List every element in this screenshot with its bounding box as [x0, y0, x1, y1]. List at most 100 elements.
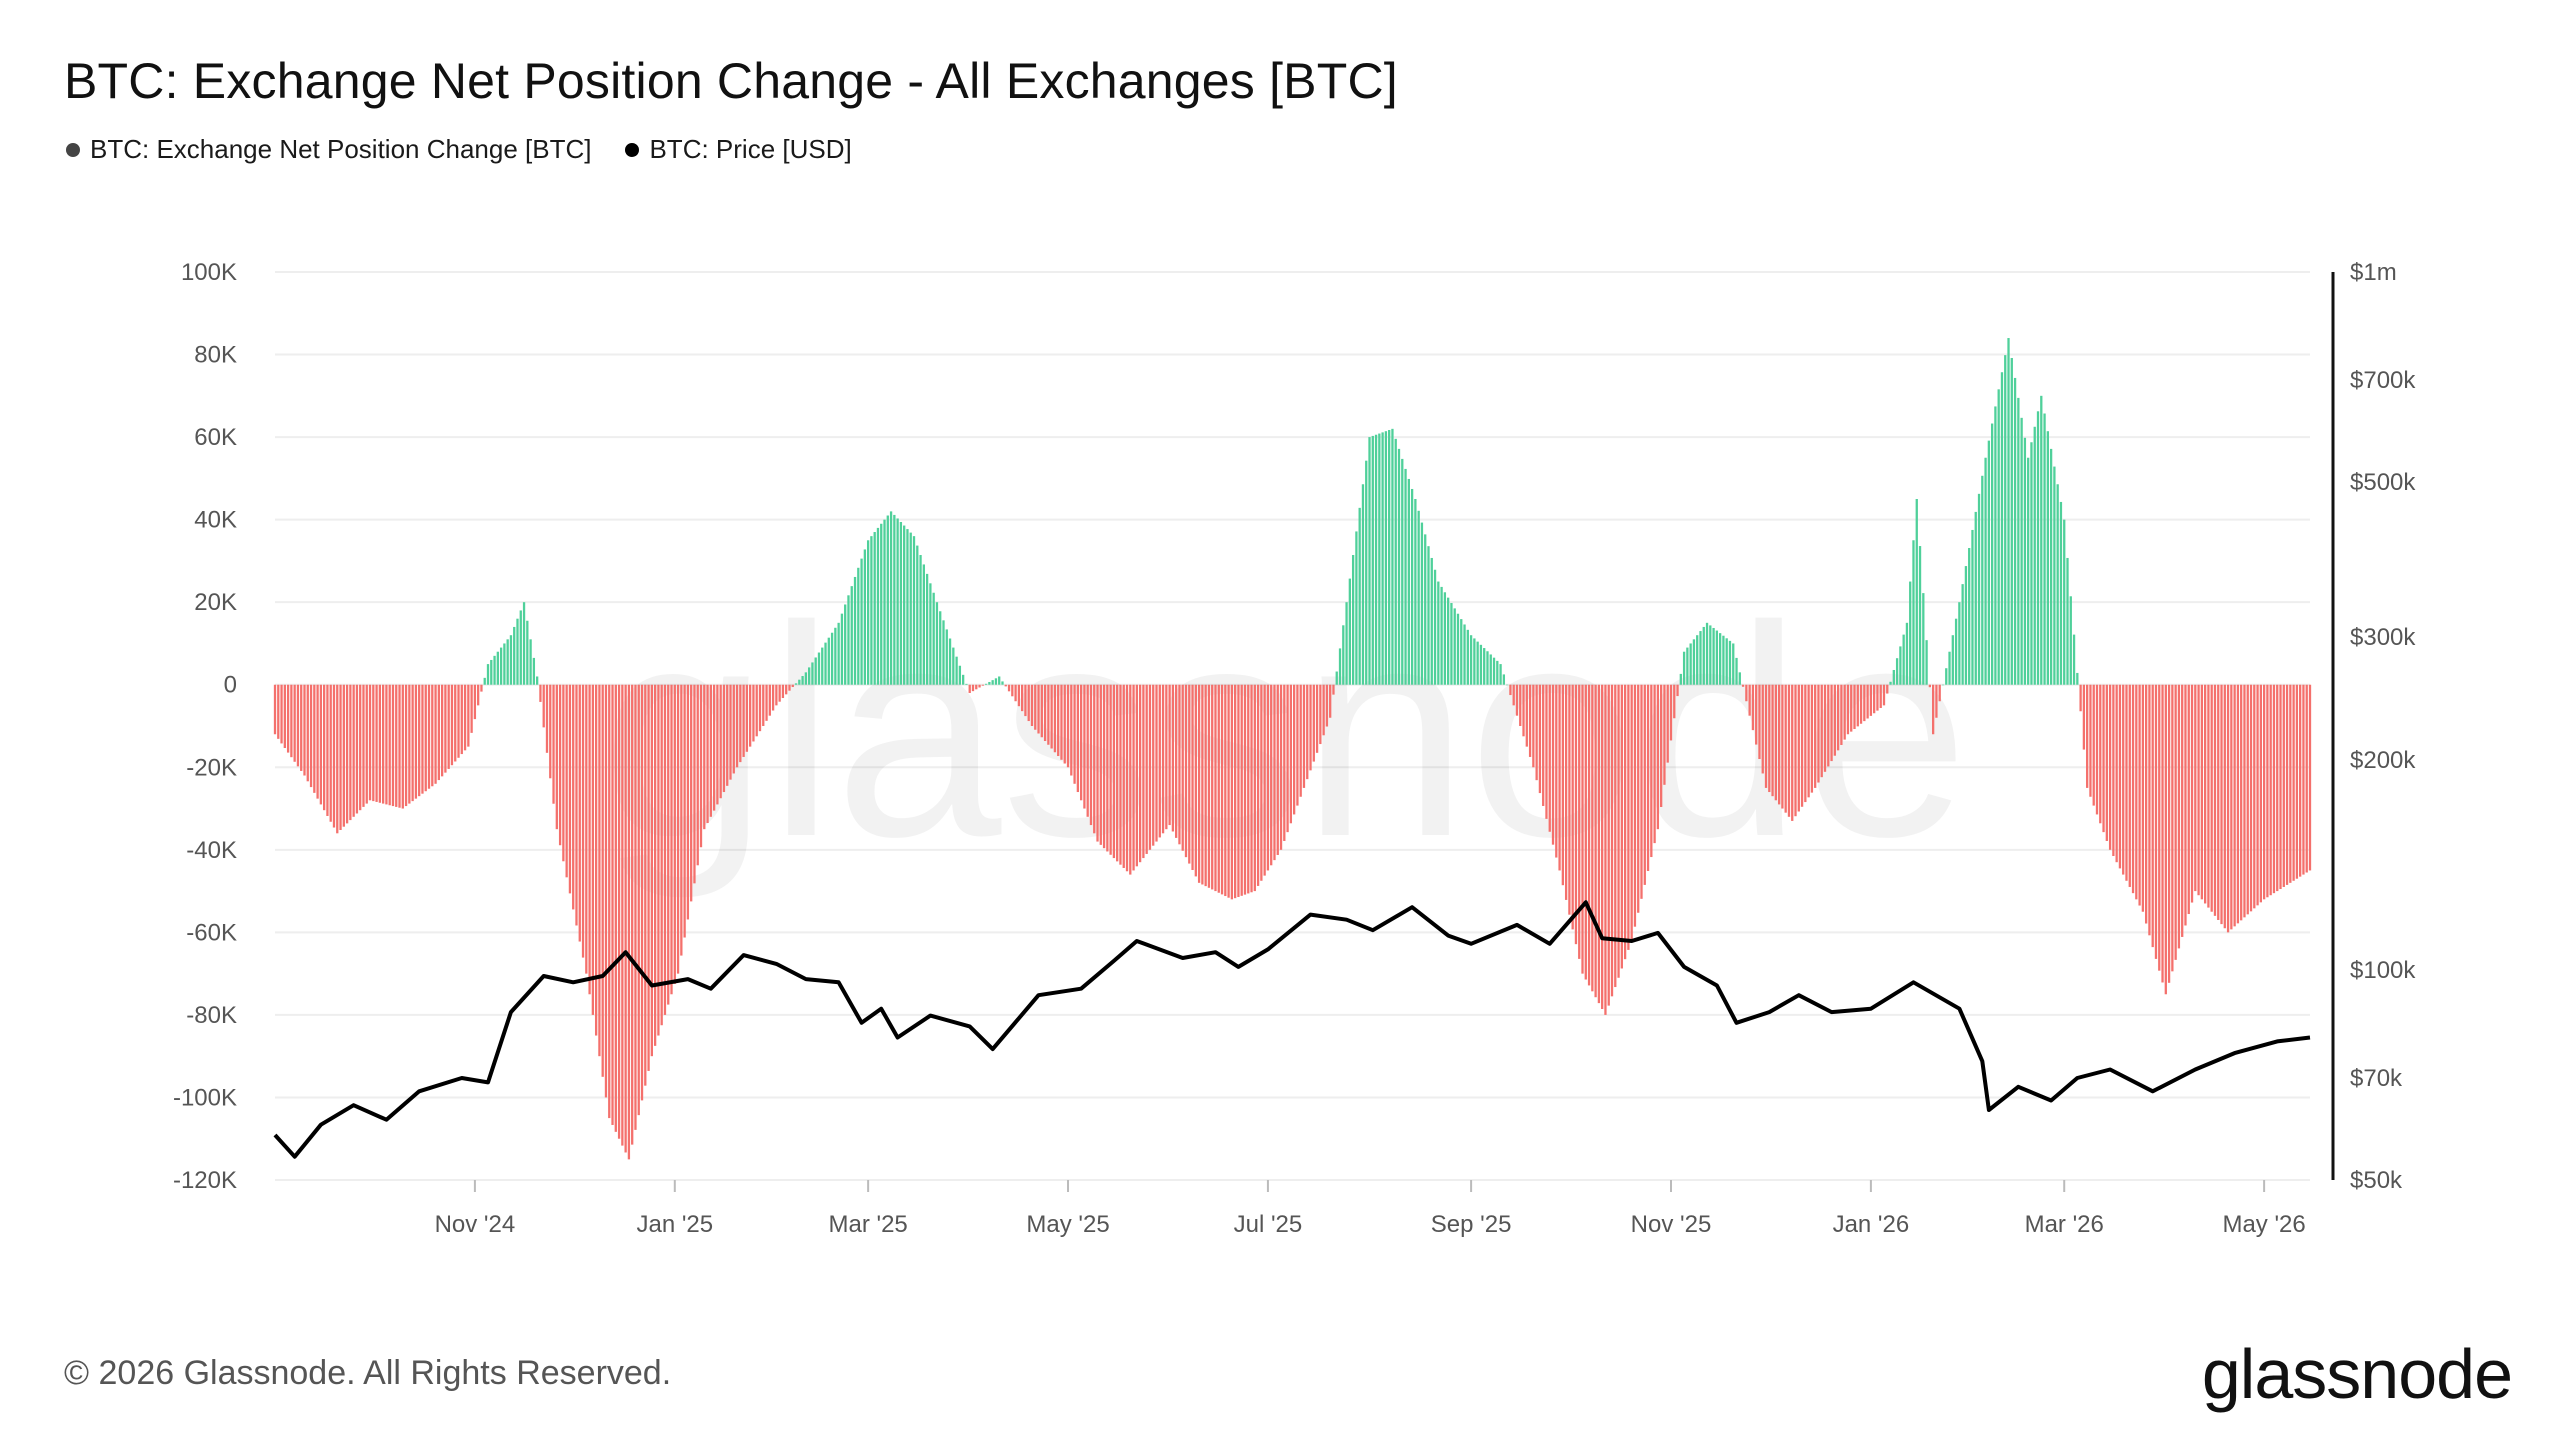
net-position-bar [863, 549, 867, 685]
net-position-bar [545, 684, 549, 753]
net-position-bar [1650, 684, 1653, 858]
net-position-bar [1338, 648, 1342, 685]
net-position-bar [1217, 684, 1220, 893]
net-position-bar [1607, 684, 1610, 1006]
net-position-bar [988, 681, 991, 685]
net-position-bar [1086, 684, 1089, 817]
net-position-bar [1456, 613, 1460, 685]
net-position-bar [1420, 522, 1424, 685]
axes: 100K 80K 60K 40K 20K 0 -20K -40K -60K -80K -100K -1… [173, 259, 2416, 1238]
net-position-bar [824, 642, 827, 685]
net-position-bar [1538, 684, 1542, 794]
net-position-bar [1676, 684, 1679, 697]
net-position-bar [1787, 684, 1791, 817]
net-position-bar [509, 635, 513, 685]
net-position-bar [1656, 684, 1660, 830]
chart-legend: BTC: Exchange Net Position Change [BTC] … [66, 134, 852, 165]
net-position-bar [1892, 669, 1895, 685]
net-position-bar [1915, 499, 1918, 685]
net-position-bar [1932, 684, 1935, 735]
net-position-bar [1276, 684, 1279, 855]
net-position-bar [1122, 684, 1125, 868]
net-position-bar [558, 684, 562, 846]
net-position-bar [1243, 684, 1247, 895]
net-position-bar [1309, 684, 1312, 771]
net-position-bar [306, 684, 309, 782]
y-right-tick-label: $300k [2350, 624, 2416, 651]
net-position-bar [1542, 684, 1545, 806]
net-position-bar [919, 555, 922, 685]
net-position-bar [1473, 638, 1476, 685]
net-position-bar [2069, 596, 2072, 685]
y-right-tick-label: $1m [2350, 259, 2397, 286]
net-position-bar [572, 684, 575, 910]
net-position-bar [758, 684, 762, 732]
net-position-bar [2171, 684, 2174, 972]
net-position-bar [1099, 684, 1102, 845]
net-position-bar [1597, 684, 1601, 1004]
net-position-bar [2099, 684, 2102, 824]
net-position-bar [1450, 603, 1453, 685]
net-position-bar [1502, 674, 1506, 685]
net-position-bar [2046, 431, 2049, 685]
net-position-bar [313, 684, 316, 793]
net-position-bar [2020, 417, 2023, 685]
net-position-bar [1630, 684, 1633, 941]
net-position-bar [1299, 684, 1302, 797]
net-position-bar [1496, 660, 1499, 685]
net-position-bar [2269, 684, 2272, 896]
net-position-bar [1814, 684, 1817, 788]
legend-item-price[interactable]: BTC: Price [USD] [625, 134, 852, 165]
net-position-bar [352, 684, 355, 817]
net-position-bar [1791, 684, 1794, 821]
net-position-bar [316, 684, 319, 799]
net-position-bar [2108, 684, 2112, 850]
net-position-bar [2131, 684, 2135, 894]
net-position-bar [1833, 684, 1836, 756]
net-position-bar [952, 647, 955, 685]
net-position-bar [2230, 684, 2233, 930]
net-position-bar [2279, 684, 2282, 890]
brand-logo[interactable]: glassnode [2201, 1335, 2513, 1413]
net-position-bar [414, 684, 418, 799]
net-position-bar [703, 684, 706, 830]
legend-item-net-position[interactable]: BTC: Exchange Net Position Change [BTC] [66, 134, 591, 165]
net-position-bar [1564, 684, 1568, 900]
net-position-bar [555, 684, 558, 830]
net-position-bar [1794, 684, 1797, 817]
net-position-bar [1384, 431, 1388, 685]
net-position-bar [1201, 684, 1204, 885]
net-position-bar [984, 683, 988, 685]
net-position-bar [290, 684, 293, 758]
net-position-bar [1909, 581, 1912, 685]
net-position-bar [1040, 684, 1043, 738]
net-position-bar [1732, 643, 1735, 685]
net-position-bar [1273, 684, 1276, 861]
net-position-bar [965, 683, 968, 685]
net-position-bar [1581, 684, 1584, 974]
net-position-bar [1620, 684, 1623, 969]
net-position-bar [1525, 684, 1528, 747]
net-position-bar [1777, 684, 1781, 805]
net-position-bar [834, 627, 837, 685]
net-position-bar [1853, 684, 1856, 730]
net-position-bar [1289, 684, 1293, 824]
net-position-bar [1882, 684, 1886, 706]
net-position-bar [2289, 684, 2292, 883]
net-position-bar [1617, 684, 1620, 978]
net-position-bar [2082, 684, 2086, 750]
net-position-bar [791, 684, 794, 688]
legend-dot-net-position [66, 142, 80, 157]
net-position-bar [427, 684, 431, 789]
net-position-bar [1977, 493, 1981, 685]
net-position-bar [706, 684, 709, 823]
net-position-bar [1332, 684, 1335, 695]
net-position-bar [1076, 684, 1080, 793]
net-position-bar [1030, 684, 1034, 726]
net-position-bar [1666, 684, 1669, 763]
net-position-bar [1365, 460, 1368, 685]
net-position-bar [1283, 684, 1286, 841]
net-position-bar [1702, 626, 1705, 685]
net-position-bar [539, 684, 542, 702]
